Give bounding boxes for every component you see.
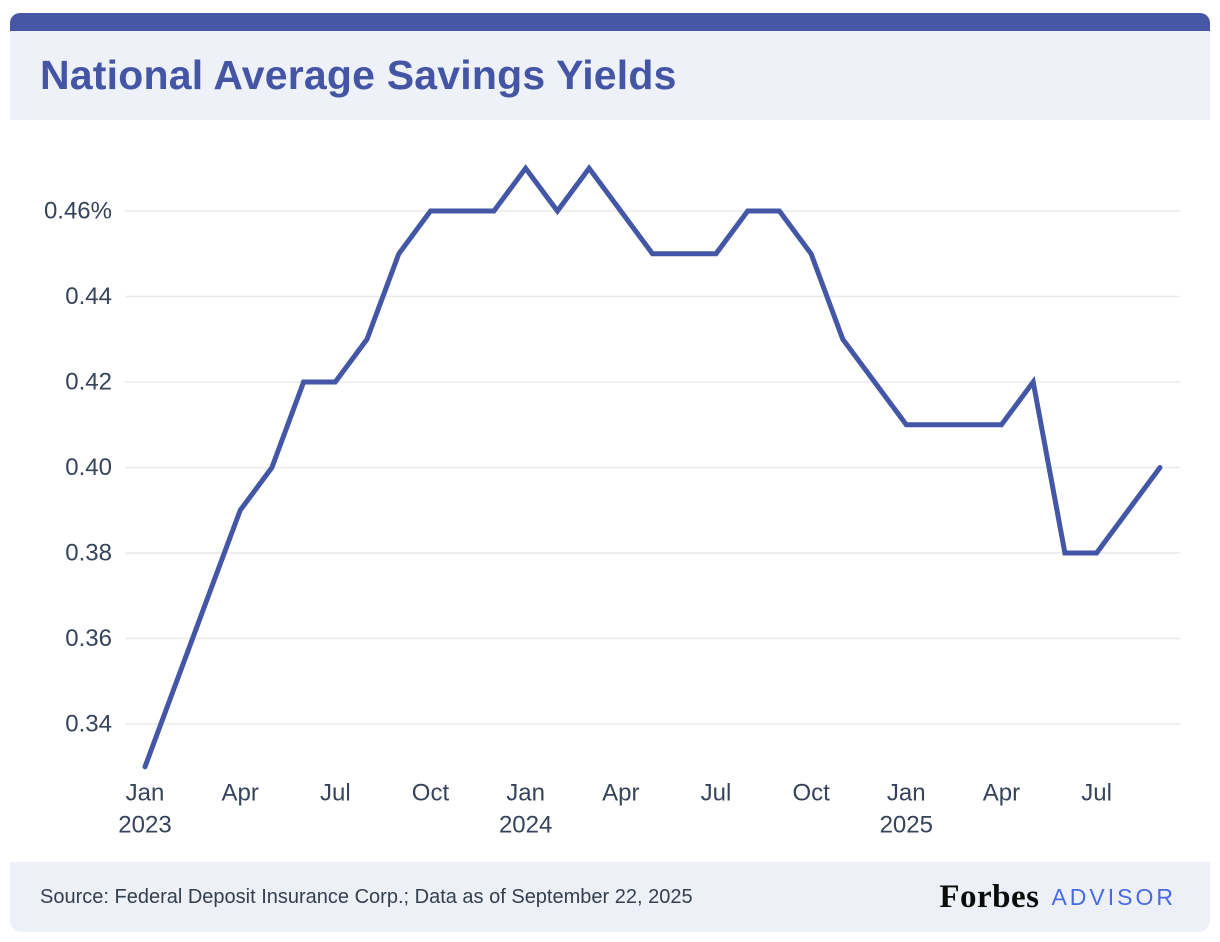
page-title: National Average Savings Yields	[40, 52, 677, 98]
chart-line	[142, 164, 1163, 770]
y-axis-label: 0.42	[65, 368, 112, 395]
top-accent-bar	[10, 13, 1210, 31]
chart-area: 0.46% 0.44 0.42 0.40 0.38 0.36 0.34 Jan 2023 Apr J…	[0, 120, 1220, 862]
chart-footer: Source: Federal Deposit Insurance Corp.;…	[10, 862, 1210, 932]
savings-yield-line-chart: 0.46% 0.44 0.42 0.40 0.38 0.36 0.34 Jan 2023 Apr J…	[44, 164, 1180, 838]
x-axis-label: Apr	[221, 779, 258, 806]
forbes-advisor-logo: Forbes ADVISOR	[939, 879, 1176, 916]
x-axis-label: Jan	[126, 779, 165, 806]
y-axis-label: 0.34	[65, 710, 112, 737]
x-axis-label: Jan	[506, 779, 545, 806]
x-axis-label: Jul	[1081, 779, 1112, 806]
x-axis-label: Jul	[701, 779, 732, 806]
chart-header: National Average Savings Yields	[10, 31, 1210, 120]
x-axis-label: Jul	[320, 779, 351, 806]
y-axis-label: 0.36	[65, 625, 112, 652]
y-axis-label: 0.46%	[44, 197, 112, 224]
y-axis-label: 0.40	[65, 454, 112, 481]
x-axis-year-label: 2023	[118, 811, 171, 838]
forbes-wordmark: Forbes	[939, 878, 1040, 915]
x-axis-year-label: 2025	[880, 811, 933, 838]
advisor-label: ADVISOR	[1051, 883, 1176, 910]
x-axis-year-label: 2024	[499, 811, 552, 838]
x-axis-label: Jan	[887, 779, 926, 806]
x-axis-label: Apr	[983, 779, 1020, 806]
y-axis-label: 0.44	[65, 283, 112, 310]
source-text: Source: Federal Deposit Insurance Corp.;…	[40, 885, 693, 908]
y-axis-label: 0.38	[65, 539, 112, 566]
x-axis-label: Oct	[412, 779, 450, 806]
x-axis-label: Oct	[792, 779, 830, 806]
x-axis-label: Apr	[602, 779, 639, 806]
